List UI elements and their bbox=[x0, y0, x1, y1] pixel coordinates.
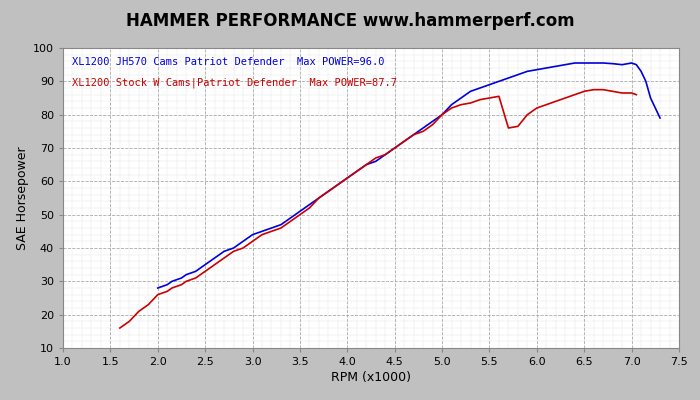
Text: HAMMER PERFORMANCE www.hammerperf.com: HAMMER PERFORMANCE www.hammerperf.com bbox=[126, 12, 574, 30]
Text: XL1200 JH570 Cams Patriot Defender  Max POWER=96.0: XL1200 JH570 Cams Patriot Defender Max P… bbox=[72, 57, 385, 67]
Text: XL1200 Stock W Cams|Patriot Defender  Max POWER=87.7: XL1200 Stock W Cams|Patriot Defender Max… bbox=[72, 78, 397, 88]
X-axis label: RPM (x1000): RPM (x1000) bbox=[331, 371, 411, 384]
Y-axis label: SAE Horsepower: SAE Horsepower bbox=[16, 146, 29, 250]
